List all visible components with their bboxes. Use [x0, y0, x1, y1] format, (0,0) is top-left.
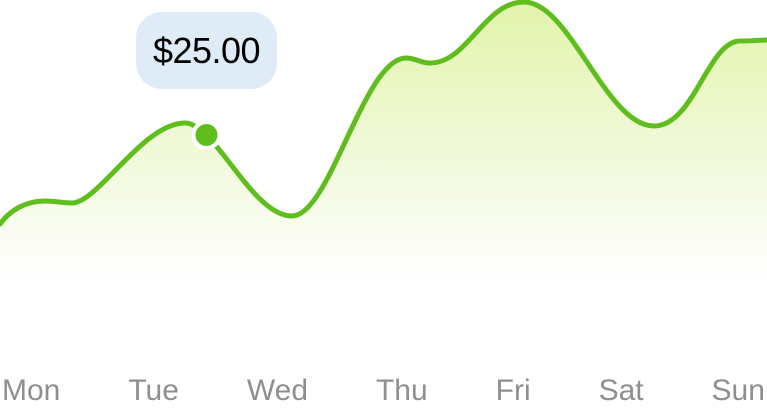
x-axis-label-sun: Sun: [711, 374, 765, 407]
x-axis-label-wed: Wed: [246, 374, 309, 407]
trend-line-path: [0, 0, 767, 227]
area-fill-path: [0, 2, 767, 334]
x-axis-label-thu: Thu: [375, 374, 428, 407]
tooltip-value-label: $25.00: [152, 29, 261, 71]
selected-point-marker[interactable]: [191, 120, 222, 150]
x-axis-label-sat: Sat: [598, 374, 644, 407]
x-axis-label-tue: Tue: [128, 374, 179, 407]
value-tooltip: $25.00: [136, 12, 277, 89]
x-axis-label-mon: Mon: [2, 374, 61, 407]
x-axis-label-fri: Fri: [495, 374, 531, 407]
x-axis-labels: Mon Tue Wed Thu Fri Sat Sun: [0, 374, 767, 408]
